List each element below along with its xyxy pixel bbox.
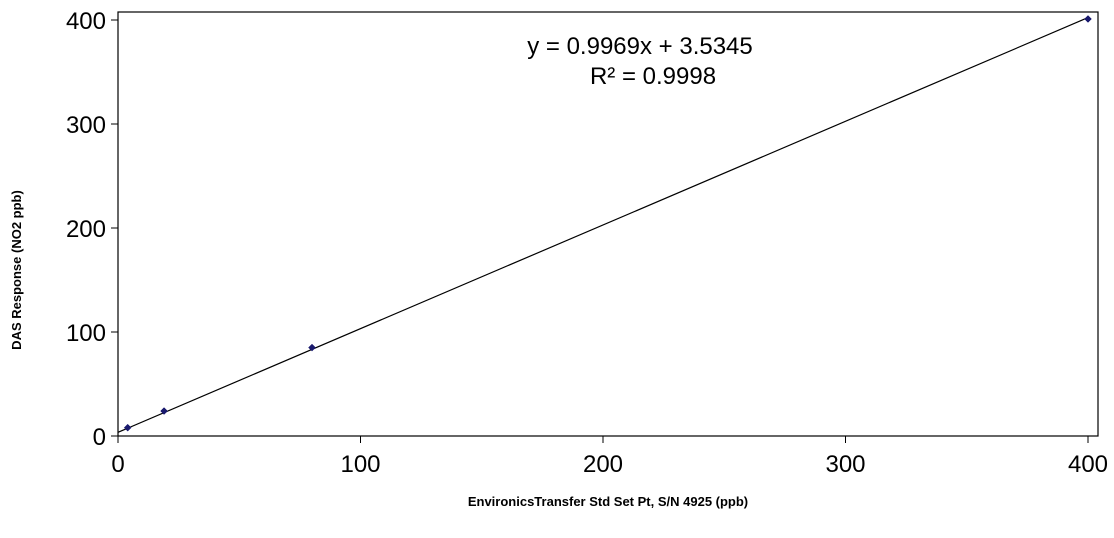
data-point	[160, 407, 168, 415]
equation-annotation: y = 0.9969x + 3.5345	[527, 33, 753, 60]
y-tick-label: 300	[66, 112, 106, 139]
data-points	[123, 15, 1092, 432]
x-tick-label: 0	[111, 451, 124, 478]
x-tick-label: 100	[340, 451, 380, 478]
x-axis: 0 100 200 300 400	[111, 436, 1108, 478]
y-tick-label: 0	[93, 424, 106, 451]
r-squared-annotation: R² = 0.9998	[590, 63, 716, 90]
x-tick-label: 200	[583, 451, 623, 478]
y-axis-title: DAS Response (NO2 ppb)	[9, 190, 24, 350]
data-point	[308, 343, 316, 352]
x-tick-label: 400	[1068, 451, 1108, 478]
data-point	[1084, 15, 1092, 23]
y-tick-label: 400	[66, 8, 106, 35]
y-tick-label: 200	[66, 216, 106, 243]
y-tick-label: 100	[66, 320, 106, 347]
x-axis-title: EnvironicsTransfer Std Set Pt, S/N 4925 …	[468, 494, 748, 509]
trendline	[117, 17, 1089, 433]
y-axis: 0 100 200 300 400	[66, 8, 118, 451]
x-tick-label: 300	[825, 451, 865, 478]
trendline-layer	[117, 17, 1089, 433]
data-point	[123, 423, 132, 432]
